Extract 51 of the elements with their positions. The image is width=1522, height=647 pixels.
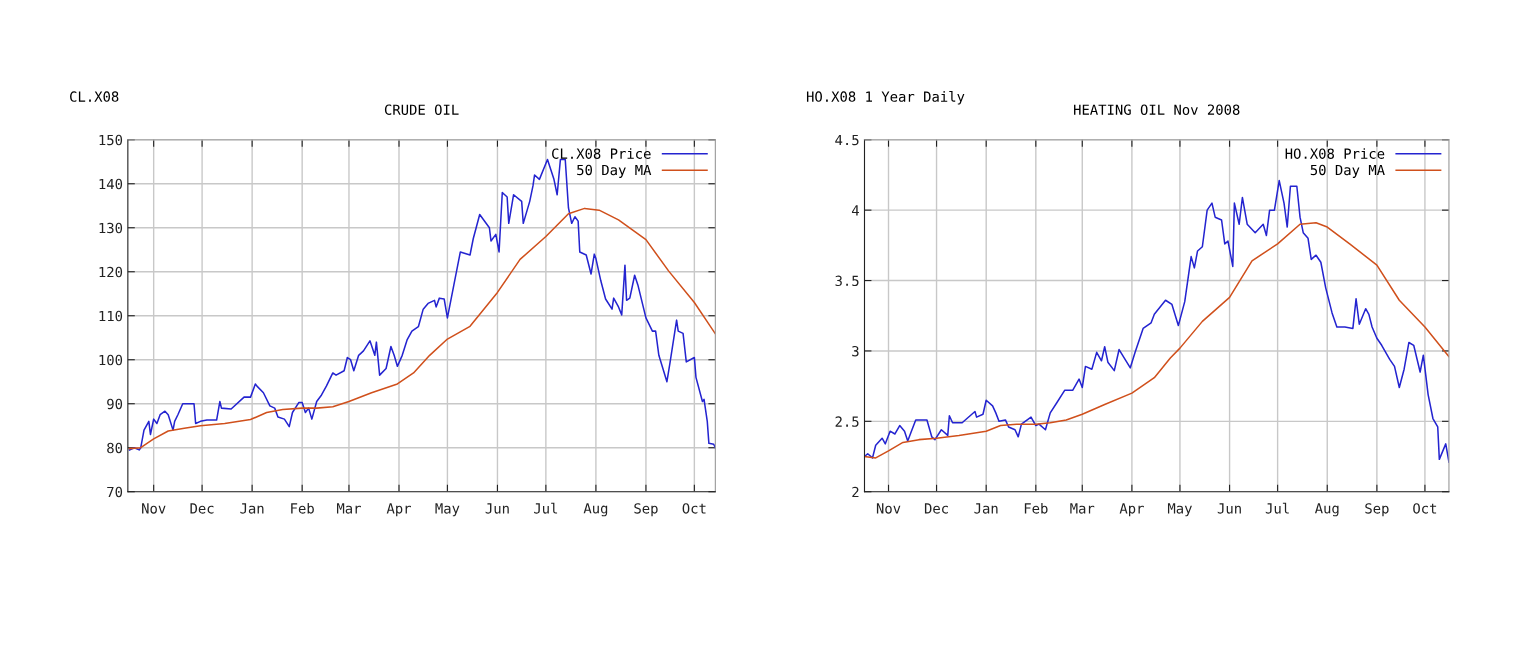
x-tick-label: May — [1167, 503, 1192, 517]
legend-label: 50 Day MA — [1310, 164, 1385, 178]
x-tick-label: Apr — [386, 503, 412, 517]
x-tick-label: Feb — [291, 502, 314, 514]
line-series — [864, 179, 1449, 463]
x-tick-label: Jan — [240, 503, 264, 514]
x-tick-label: Feb — [1024, 502, 1048, 514]
text: CL.X08 — [70, 91, 119, 102]
x-tick-label: Dec — [924, 503, 948, 514]
x-tick-label: Nov — [876, 503, 901, 514]
line-series — [128, 158, 716, 451]
x-tick-label: Apr — [1119, 503, 1144, 517]
x-tick-label: Jul — [534, 502, 558, 514]
chart-title: CRUDE OIL — [384, 104, 459, 115]
y-tick-label: 80 — [107, 442, 123, 454]
y-tick-label: 70 — [107, 486, 123, 498]
y-tick-label: 90 — [107, 398, 123, 410]
y-tick-label: 150 — [99, 134, 123, 146]
x-tick-label: Jan — [974, 503, 998, 514]
y-tick-label: 2.5 — [835, 416, 859, 427]
x-tick-label: Jun — [1217, 503, 1241, 514]
x-tick-label: Aug — [583, 503, 608, 517]
y-tick-label: 3 — [852, 345, 859, 357]
line-series — [864, 222, 1449, 459]
y-tick-label: 130 — [99, 222, 123, 234]
legend-label: HO.X08 Price — [1285, 148, 1385, 159]
x-tick-label: Jun — [485, 503, 509, 514]
y-tick-label: 2 — [852, 486, 859, 498]
x-tick-label: Sep — [1365, 503, 1389, 517]
x-tick-label: Jul — [1265, 502, 1289, 514]
y-tick-label: 3.5 — [835, 275, 859, 287]
x-tick-label: May — [435, 503, 460, 517]
x-tick-label: Nov — [142, 503, 166, 514]
y-tick-label: 4.5 — [835, 134, 859, 146]
x-tick-label: Oct — [1413, 503, 1437, 514]
y-tick-label: 120 — [99, 266, 123, 278]
legend-label: CL.X08 Price — [552, 148, 651, 159]
x-tick-label: Mar — [337, 503, 361, 514]
y-tick-label: 140 — [99, 178, 123, 190]
x-tick-label: Mar — [1070, 503, 1095, 514]
chart-title: HEATING OIL Nov 2008 — [1074, 104, 1240, 115]
text: HO.X08 1 Year Daily — [806, 91, 965, 105]
x-tick-label: Aug — [1314, 503, 1339, 517]
x-tick-label: Dec — [190, 503, 214, 514]
line-series — [128, 207, 716, 450]
x-tick-label: Oct — [682, 503, 706, 514]
y-tick-label: 4 — [851, 205, 859, 216]
legend-label: 50 Day MA — [577, 164, 652, 178]
y-tick-label: 100 — [99, 354, 123, 366]
y-tick-label: 110 — [99, 310, 123, 322]
x-tick-label: Sep — [634, 503, 658, 517]
